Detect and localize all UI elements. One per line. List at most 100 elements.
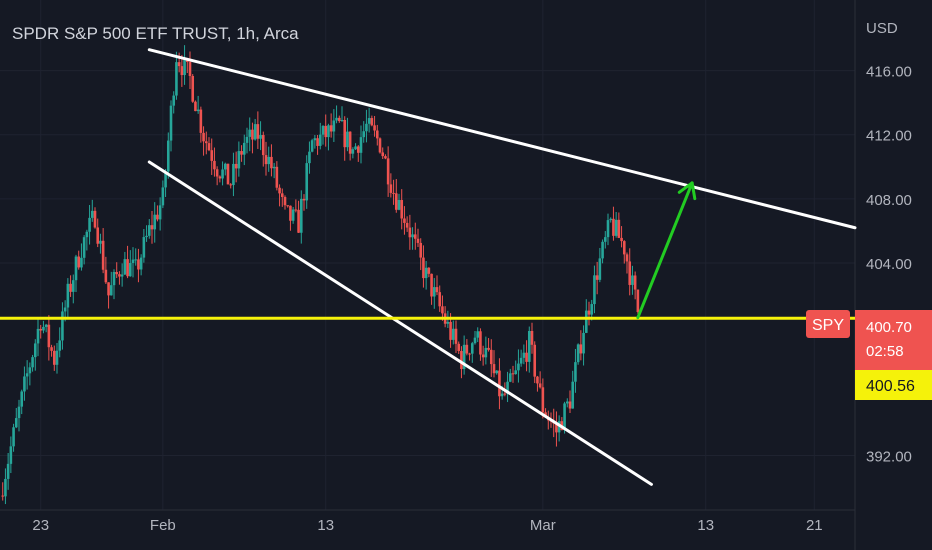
candle-body bbox=[508, 373, 512, 382]
candle-body bbox=[47, 324, 51, 348]
candle-body bbox=[107, 282, 110, 296]
candle-body bbox=[229, 184, 233, 186]
candle-body bbox=[500, 393, 504, 397]
candle-body bbox=[9, 446, 13, 464]
candle-body bbox=[544, 412, 547, 417]
candle-body bbox=[384, 156, 387, 159]
price-axis-panel[interactable] bbox=[855, 0, 932, 510]
time-tick-label: Feb bbox=[150, 517, 176, 534]
candle-body bbox=[318, 134, 322, 146]
candle-body bbox=[183, 58, 186, 76]
candle-body bbox=[622, 241, 626, 255]
candle-body bbox=[297, 209, 300, 233]
candle-body bbox=[584, 310, 588, 333]
candle-body bbox=[82, 237, 86, 258]
candle-body bbox=[6, 463, 10, 479]
candle-body bbox=[565, 401, 569, 404]
candle-body bbox=[77, 256, 81, 268]
candle-body bbox=[150, 225, 154, 230]
candle-body bbox=[177, 62, 181, 67]
candle-body bbox=[633, 275, 637, 290]
upper-trendline[interactable] bbox=[147, 48, 857, 230]
candle-body bbox=[356, 146, 360, 153]
candle-body bbox=[283, 197, 287, 206]
candle-body bbox=[286, 205, 290, 207]
candles bbox=[1, 45, 640, 505]
candle-body bbox=[272, 166, 276, 169]
candle-body bbox=[337, 117, 341, 122]
candle-body bbox=[481, 354, 485, 358]
candle-body bbox=[525, 352, 528, 362]
candle-body bbox=[563, 403, 566, 431]
candle-body bbox=[441, 306, 444, 314]
projection-arrow[interactable] bbox=[636, 181, 697, 320]
candle-body bbox=[435, 287, 439, 293]
candle-body bbox=[495, 370, 499, 374]
candle-body bbox=[270, 156, 273, 169]
bar-countdown: 02:58 bbox=[866, 343, 904, 360]
candle-body bbox=[432, 287, 436, 297]
candle-body bbox=[617, 219, 621, 238]
time-tick-label: 21 bbox=[806, 517, 823, 534]
candle-body bbox=[335, 117, 338, 121]
chart-title: SPDR S&P 500 ETF TRUST, 1h, Arca bbox=[12, 24, 299, 43]
candle-body bbox=[625, 254, 629, 262]
candle-body bbox=[346, 131, 349, 148]
candle-body bbox=[340, 119, 344, 122]
candle-body bbox=[313, 138, 317, 141]
candle-body bbox=[39, 328, 43, 331]
time-tick-label: 13 bbox=[317, 517, 334, 534]
candle-body bbox=[332, 120, 336, 132]
candle-body bbox=[1, 495, 5, 497]
candle-body bbox=[354, 146, 357, 150]
candle-body bbox=[101, 240, 105, 270]
candle-body bbox=[460, 351, 463, 370]
level-price-badge-bg bbox=[855, 370, 932, 400]
candle-body bbox=[416, 238, 420, 243]
candle-body bbox=[4, 478, 7, 497]
candle-body bbox=[503, 393, 507, 395]
candle-body bbox=[451, 328, 455, 340]
candle-body bbox=[465, 344, 469, 354]
candle-body bbox=[31, 357, 34, 368]
candle-body bbox=[52, 350, 56, 365]
symbol-badge: SPY bbox=[806, 310, 850, 338]
candle-body bbox=[115, 271, 119, 275]
candle-body bbox=[462, 344, 466, 370]
candle-body bbox=[126, 259, 129, 277]
candle-body bbox=[394, 193, 398, 210]
candle-body bbox=[221, 169, 224, 179]
candle-body bbox=[522, 352, 526, 358]
candle-body bbox=[261, 135, 265, 156]
candle-body bbox=[194, 101, 197, 112]
candle-body bbox=[96, 227, 100, 244]
candle-body bbox=[514, 370, 518, 375]
candle-body bbox=[172, 95, 176, 106]
candle-body bbox=[538, 383, 542, 388]
candle-body bbox=[166, 140, 170, 172]
candle-body bbox=[321, 125, 325, 135]
candle-body bbox=[327, 125, 330, 138]
candle-body bbox=[275, 166, 279, 188]
candle-body bbox=[454, 328, 458, 344]
candle-body bbox=[479, 331, 482, 355]
candle-body bbox=[123, 259, 127, 275]
candle-body bbox=[251, 129, 254, 140]
candle-body bbox=[63, 307, 67, 312]
candle-body bbox=[614, 219, 618, 236]
candle-body bbox=[533, 344, 537, 377]
candle-body bbox=[424, 267, 428, 279]
candle-body bbox=[259, 135, 262, 139]
candle-body bbox=[145, 235, 148, 238]
candle-body bbox=[291, 209, 295, 221]
candle-body bbox=[359, 137, 363, 153]
candle-body bbox=[294, 209, 298, 211]
candle-body bbox=[42, 326, 45, 331]
price-tick-label: 392.00 bbox=[866, 448, 912, 465]
candle-body bbox=[112, 271, 116, 286]
lower-trendline[interactable] bbox=[147, 160, 653, 486]
candle-body bbox=[400, 200, 404, 219]
candle-body bbox=[232, 163, 235, 186]
candle-body bbox=[213, 160, 216, 170]
